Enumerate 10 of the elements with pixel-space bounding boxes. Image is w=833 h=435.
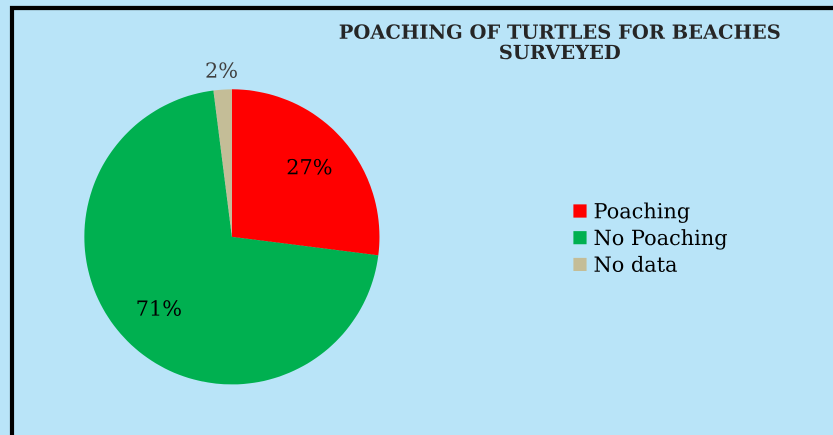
legend-label: No Poaching: [594, 229, 727, 250]
pie-slice: [232, 89, 380, 256]
legend-label: No data: [594, 256, 677, 272]
chart-title: POACHING OF TURTLES FOR BEACHES SURVEYED: [340, 24, 780, 60]
pie-slice: [213, 89, 232, 237]
legend-label: Poaching: [594, 202, 690, 223]
data-label: 2%: [206, 62, 237, 78]
data-label: 71%: [137, 300, 181, 316]
pie-slice: [84, 90, 378, 384]
data-label: 27%: [288, 158, 332, 175]
